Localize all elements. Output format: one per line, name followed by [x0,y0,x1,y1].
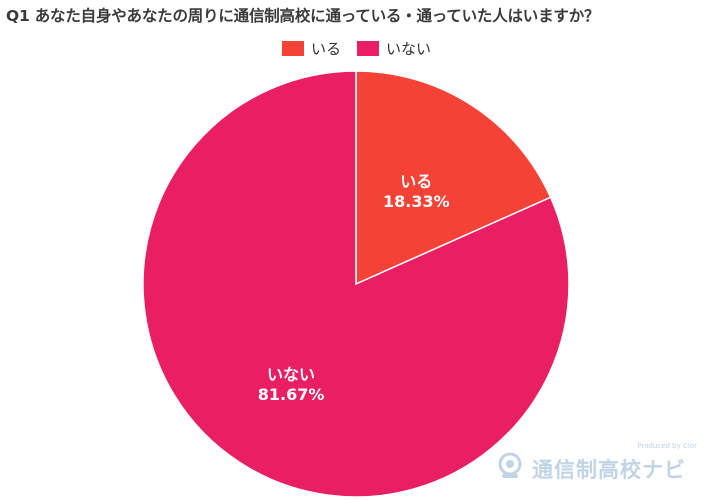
slice-label-value-0: 18.33% [383,192,450,211]
legend-item-inai: いない [357,38,431,59]
legend-swatch-iru [281,41,304,56]
legend-label-inai: いない [386,40,432,58]
chart-legend: いる いない [0,38,713,59]
chart-title: Q1 あなた自身やあなたの周りに通信制高校に通っている・通っていた人はいますか？ [6,7,600,25]
legend-swatch-inai [357,41,379,56]
brand-watermark: Produced by Clor 通信制高校ナビ [492,440,707,496]
slice-label-name-1: いない [267,365,315,384]
pie-slice-1 [142,70,570,498]
pie-slice-0 [355,70,552,286]
legend-label-iru: いる [310,40,341,58]
navi-logo-icon [498,452,522,478]
slice-label-value-1: 81.67% [258,385,325,404]
produced-by-text: Produced by Clor [637,442,697,450]
slice-label-name-0: いる [400,172,432,191]
brand-name: 通信制高校ナビ [532,458,686,482]
legend-item-iru: いる [281,38,341,59]
